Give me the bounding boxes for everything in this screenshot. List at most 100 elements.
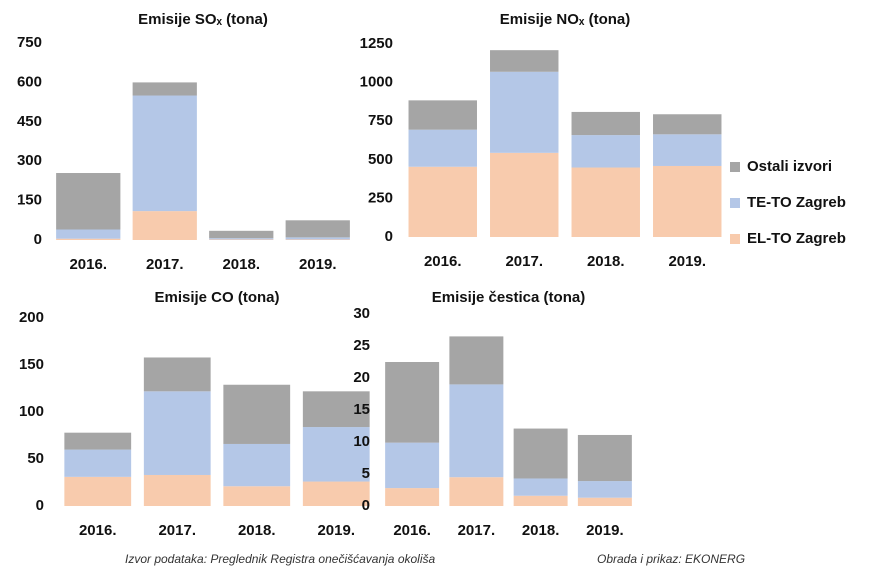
bar-segment <box>449 336 504 385</box>
bar-segment <box>653 134 722 166</box>
legend-swatch <box>730 162 740 172</box>
bar-segment <box>513 478 568 496</box>
x-tick-label: 2017. <box>146 256 184 273</box>
x-tick-label: 2017. <box>505 253 543 270</box>
x-tick-label: 2017. <box>458 522 496 539</box>
bar-segment <box>64 432 132 450</box>
bar-segment <box>490 71 559 153</box>
bar-segment <box>56 229 121 239</box>
bar-segment <box>385 488 440 506</box>
bar-segment <box>143 474 211 506</box>
y-tick-label: 750 <box>17 34 42 51</box>
y-tick-label: 100 <box>19 403 44 420</box>
bar-segment <box>64 476 132 506</box>
bar-segment <box>285 220 350 238</box>
y-tick-label: 150 <box>17 192 42 209</box>
bar-segment <box>302 481 370 506</box>
y-tick-label: 200 <box>19 309 44 326</box>
y-tick-label: 15 <box>353 401 370 418</box>
x-tick-label: 2017. <box>158 522 196 539</box>
y-tick-label: 450 <box>17 113 42 130</box>
bar-segment <box>385 442 440 489</box>
y-tick-label: 300 <box>17 152 42 169</box>
y-tick-label: 500 <box>368 151 393 168</box>
chart-title: Emisije čestica (tona) <box>432 289 585 306</box>
bar-segment <box>408 166 477 237</box>
bar-segment <box>64 449 132 477</box>
y-tick-label: 1000 <box>360 74 393 91</box>
bar-segment <box>571 111 640 136</box>
bar-segment <box>449 384 504 478</box>
y-tick-label: 600 <box>17 73 42 90</box>
bar-segment <box>209 238 274 240</box>
bar-segment <box>223 443 291 487</box>
x-tick-label: 2019. <box>668 253 706 270</box>
bar-segment <box>577 481 632 498</box>
legend-swatch <box>730 234 740 244</box>
x-tick-label: 2016. <box>69 256 107 273</box>
y-tick-label: 0 <box>36 497 44 514</box>
chart-title: Emisije SOₓ (tona) <box>138 11 268 28</box>
legend-label: TE-TO Zagreb <box>747 194 846 211</box>
x-tick-label: 2019. <box>586 522 624 539</box>
x-tick-label: 2016. <box>393 522 431 539</box>
y-tick-label: 0 <box>362 497 370 514</box>
legend-label: EL-TO Zagreb <box>747 230 846 247</box>
x-tick-label: 2018. <box>522 522 560 539</box>
bar-segment <box>285 239 350 240</box>
bar-segment <box>571 135 640 168</box>
bar-segment <box>223 384 291 444</box>
y-tick-label: 50 <box>27 450 44 467</box>
x-tick-label: 2019. <box>299 256 337 273</box>
x-tick-label: 2016. <box>424 253 462 270</box>
bar-segment <box>653 165 722 237</box>
y-tick-label: 10 <box>353 433 370 450</box>
x-tick-label: 2019. <box>317 522 355 539</box>
chart-title: Emisije NOₓ (tona) <box>500 11 631 28</box>
bar-segment <box>302 391 370 428</box>
y-tick-label: 0 <box>385 228 393 245</box>
bar-segment <box>449 477 504 506</box>
bar-segment <box>143 391 211 475</box>
x-tick-label: 2018. <box>222 256 260 273</box>
bar-segment <box>513 495 568 506</box>
bar-segment <box>577 497 632 506</box>
y-tick-label: 150 <box>19 356 44 373</box>
bar-segment <box>209 239 274 240</box>
bar-segment <box>143 357 211 392</box>
bar-segment <box>513 428 568 479</box>
y-tick-label: 20 <box>353 369 370 386</box>
y-tick-label: 25 <box>353 337 370 354</box>
legend-swatch <box>730 198 740 208</box>
source-note: Izvor podataka: Preglednik Registra oneč… <box>125 552 435 566</box>
bar-segment <box>385 362 440 443</box>
x-tick-label: 2018. <box>587 253 625 270</box>
chart-title: Emisije CO (tona) <box>154 289 279 306</box>
legend-label: Ostali izvori <box>747 158 832 175</box>
x-tick-label: 2018. <box>238 522 276 539</box>
bar-segment <box>223 486 291 506</box>
y-tick-label: 5 <box>362 465 370 482</box>
bar-segment <box>408 100 477 130</box>
bar-segment <box>132 82 197 96</box>
bar-segment <box>56 173 121 230</box>
bar-segment <box>490 50 559 72</box>
bar-segment <box>132 211 197 240</box>
y-tick-label: 250 <box>368 189 393 206</box>
bar-segment <box>56 238 121 240</box>
bar-segment <box>285 237 350 240</box>
bar-segment <box>571 167 640 237</box>
bar-segment <box>408 129 477 167</box>
bar-segment <box>653 114 722 135</box>
bar-segment <box>209 230 274 239</box>
y-tick-label: 1250 <box>360 35 393 52</box>
x-tick-label: 2016. <box>79 522 117 539</box>
y-tick-label: 30 <box>353 305 370 322</box>
bar-segment <box>302 427 370 482</box>
bar-segment <box>577 434 632 482</box>
y-tick-label: 0 <box>34 231 42 248</box>
bar-segment <box>490 152 559 237</box>
y-tick-label: 750 <box>368 112 393 129</box>
